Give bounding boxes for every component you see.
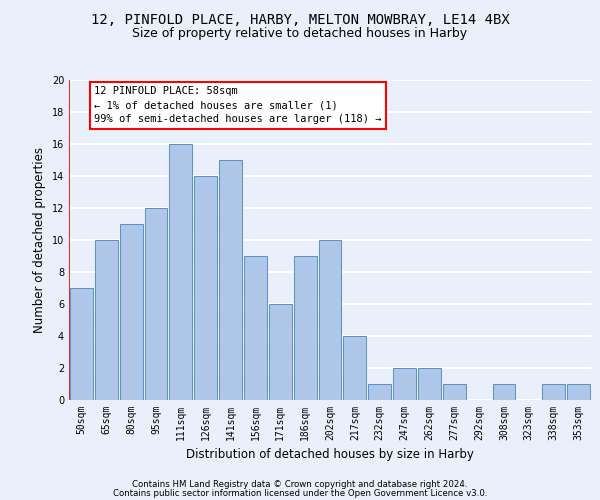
Bar	[418, 368, 441, 400]
Bar	[70, 288, 93, 400]
Bar	[393, 368, 416, 400]
Bar	[443, 384, 466, 400]
Bar	[542, 384, 565, 400]
Bar	[493, 384, 515, 400]
Text: Size of property relative to detached houses in Harby: Size of property relative to detached ho…	[133, 28, 467, 40]
Y-axis label: Number of detached properties: Number of detached properties	[33, 147, 46, 333]
Bar	[319, 240, 341, 400]
Text: 12 PINFOLD PLACE: 58sqm
← 1% of detached houses are smaller (1)
99% of semi-deta: 12 PINFOLD PLACE: 58sqm ← 1% of detached…	[94, 86, 382, 124]
Bar	[269, 304, 292, 400]
Bar	[120, 224, 143, 400]
Bar	[95, 240, 118, 400]
Bar	[294, 256, 317, 400]
Bar	[145, 208, 167, 400]
Text: 12, PINFOLD PLACE, HARBY, MELTON MOWBRAY, LE14 4BX: 12, PINFOLD PLACE, HARBY, MELTON MOWBRAY…	[91, 12, 509, 26]
Bar	[343, 336, 366, 400]
Bar	[368, 384, 391, 400]
Bar	[567, 384, 590, 400]
Bar	[244, 256, 267, 400]
Text: Contains public sector information licensed under the Open Government Licence v3: Contains public sector information licen…	[113, 489, 487, 498]
Text: Contains HM Land Registry data © Crown copyright and database right 2024.: Contains HM Land Registry data © Crown c…	[132, 480, 468, 489]
Bar	[169, 144, 192, 400]
Bar	[219, 160, 242, 400]
Bar	[194, 176, 217, 400]
X-axis label: Distribution of detached houses by size in Harby: Distribution of detached houses by size …	[186, 448, 474, 462]
